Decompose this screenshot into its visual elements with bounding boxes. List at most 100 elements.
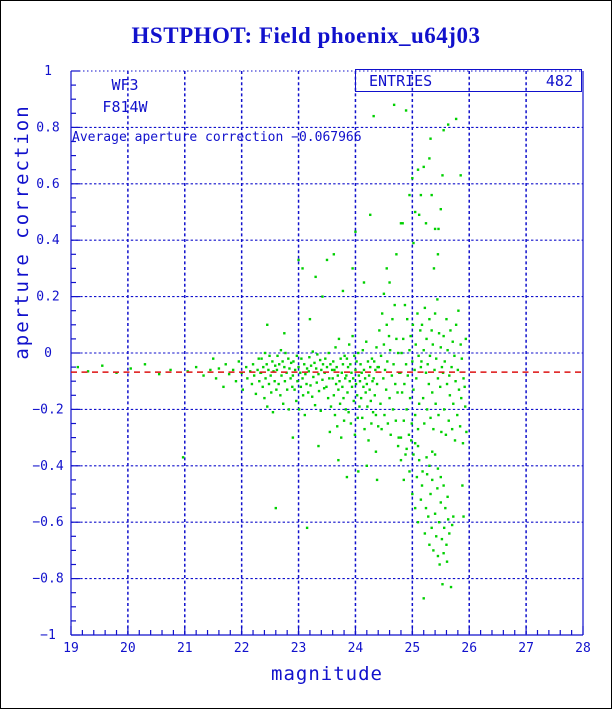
data-point <box>450 523 454 527</box>
data-point <box>337 458 340 462</box>
data-point <box>334 382 338 386</box>
data-point <box>325 365 329 369</box>
data-point <box>436 253 440 256</box>
data-point <box>415 475 419 479</box>
data-point <box>322 387 326 390</box>
data-point <box>194 365 198 369</box>
data-point <box>315 381 318 384</box>
data-point <box>250 382 254 386</box>
data-point <box>354 230 357 233</box>
data-point <box>413 442 417 445</box>
data-point <box>312 375 315 379</box>
data-point <box>181 456 185 459</box>
data-point <box>461 442 465 445</box>
data-point <box>305 526 309 530</box>
data-point <box>359 363 362 366</box>
data-point <box>264 377 267 380</box>
data-point <box>362 281 366 284</box>
data-point <box>321 363 325 366</box>
data-point <box>436 487 439 490</box>
data-point <box>76 365 80 369</box>
data-point <box>436 377 440 380</box>
data-point <box>461 484 464 487</box>
x-axis-label: magnitude <box>271 663 383 685</box>
data-point <box>445 382 449 386</box>
data-point <box>422 597 425 600</box>
data-point <box>267 368 270 372</box>
data-point <box>265 363 268 366</box>
y-tick-label: −0.4 <box>32 459 63 474</box>
data-point <box>297 365 300 369</box>
data-point <box>428 543 431 546</box>
data-point <box>366 360 370 363</box>
data-point <box>440 430 443 434</box>
data-point <box>278 363 281 366</box>
data-point <box>415 377 418 380</box>
y-axis-label: aperture correction <box>11 104 33 360</box>
data-point <box>379 402 382 405</box>
x-tick-labels: 19 20 21 22 23 24 25 26 27 28 <box>63 641 591 656</box>
data-point <box>424 506 428 510</box>
data-point <box>266 405 269 408</box>
data-point <box>411 360 414 363</box>
data-point <box>411 323 415 326</box>
data-point <box>433 312 437 315</box>
data-point <box>404 363 408 366</box>
data-point <box>396 391 399 394</box>
data-point <box>267 382 271 386</box>
x-tick-label: 27 <box>518 641 534 656</box>
page-title: HSTPHOT: Field phoenix_u64j03 <box>131 23 481 48</box>
data-point <box>430 193 433 197</box>
data-point <box>344 408 347 411</box>
x-tick-label: 28 <box>575 641 591 656</box>
data-point <box>391 408 395 411</box>
data-point <box>304 372 307 376</box>
data-point <box>270 391 273 394</box>
data-point <box>326 396 330 400</box>
data-point <box>445 560 449 563</box>
data-point <box>317 389 321 393</box>
y-tick-labels: −1 −0.8 −0.6 −0.4 −0.2 0 0.2 0.4 0.6 0.8 1 <box>32 64 63 643</box>
data-point <box>366 405 369 408</box>
data-point <box>266 323 269 326</box>
data-point <box>313 361 316 365</box>
data-point <box>375 382 379 386</box>
data-point <box>299 385 303 389</box>
data-point <box>358 405 361 408</box>
data-point <box>404 109 408 112</box>
data-point <box>405 408 408 411</box>
data-point <box>341 385 344 389</box>
data-point <box>291 436 295 439</box>
data-point <box>394 419 398 422</box>
data-point <box>347 343 351 346</box>
entries-label: ENTRIES <box>369 71 433 90</box>
data-point <box>370 422 373 425</box>
data-point <box>439 346 442 349</box>
data-point <box>396 351 400 355</box>
data-point <box>276 354 279 358</box>
data-point <box>460 396 463 400</box>
data-point <box>344 377 347 380</box>
axis-ticks <box>70 70 584 636</box>
data-point <box>379 354 383 358</box>
data-point <box>436 554 440 558</box>
data-point <box>355 360 358 363</box>
data-point <box>224 363 227 366</box>
data-point <box>430 329 433 332</box>
data-point <box>452 402 455 405</box>
data-point <box>371 411 375 414</box>
data-point <box>339 357 342 360</box>
data-point <box>262 365 265 369</box>
data-point <box>263 351 267 355</box>
data-point <box>301 394 305 397</box>
data-point <box>462 377 465 380</box>
data-point <box>408 348 411 352</box>
data-point <box>454 117 458 121</box>
data-point <box>407 433 411 436</box>
data-point <box>384 388 388 391</box>
data-point <box>390 374 394 377</box>
data-point <box>345 374 348 377</box>
data-point <box>426 363 429 366</box>
data-point <box>305 367 309 370</box>
data-point <box>392 363 395 366</box>
